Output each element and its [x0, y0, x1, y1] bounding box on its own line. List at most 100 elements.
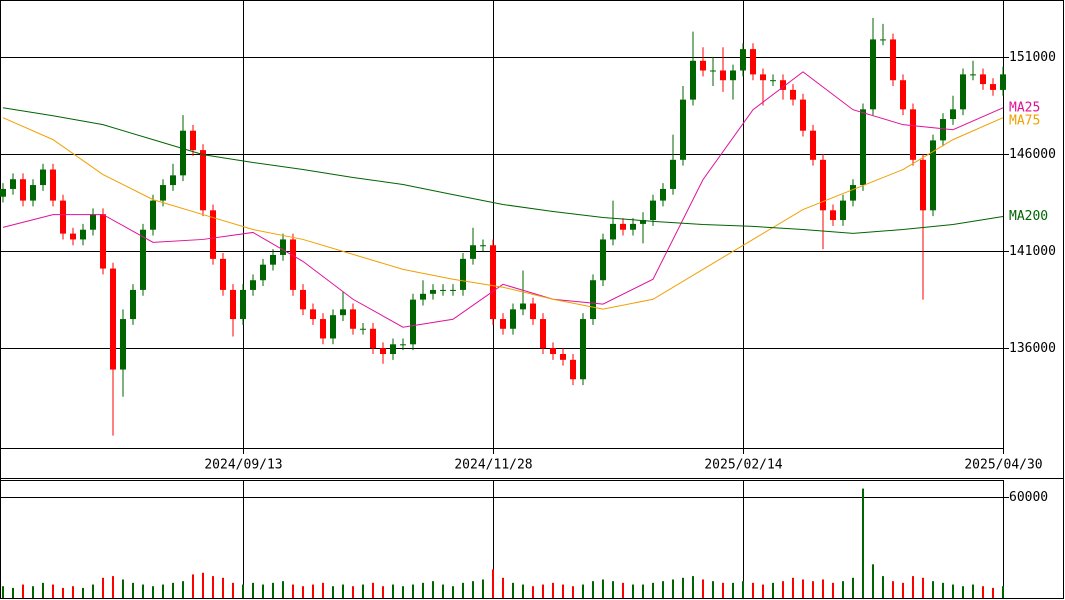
- volume-bar: [842, 581, 844, 598]
- volume-bar: [742, 581, 744, 598]
- candle-body: [220, 258, 226, 290]
- volume-bar: [362, 584, 364, 598]
- volume-bar: [412, 584, 414, 598]
- candle-body: [390, 344, 396, 355]
- candle-body: [470, 245, 476, 259]
- volume-bar: [902, 582, 904, 598]
- volume-bar: [752, 582, 754, 598]
- volume-bar: [812, 581, 814, 598]
- volume-bar: [282, 581, 284, 598]
- volume-bar: [482, 579, 484, 598]
- volume-bar: [342, 584, 344, 598]
- volume-bar: [592, 581, 594, 598]
- volume-bar: [822, 579, 824, 598]
- volume-bar: [492, 569, 494, 598]
- candle-body: [400, 344, 406, 346]
- volume-bar: [792, 577, 794, 598]
- candle-body: [460, 258, 466, 290]
- candle-body: [670, 159, 676, 189]
- candle-body: [510, 309, 516, 329]
- legend-label: MA25: [1009, 100, 1040, 115]
- volume-bar: [722, 582, 724, 598]
- candle-body: [800, 99, 806, 131]
- candle-body: [740, 49, 746, 71]
- volume-bar: [512, 582, 514, 598]
- volume-bar: [22, 584, 24, 598]
- candle-body: [710, 70, 716, 72]
- candle-body: [580, 319, 586, 380]
- candle-body: [690, 60, 696, 100]
- volume-bar: [332, 586, 334, 598]
- volume-bar: [82, 587, 84, 598]
- volume-bar: [922, 577, 924, 598]
- candle-body: [910, 109, 916, 160]
- candle-body: [900, 80, 906, 110]
- candle-body: [930, 140, 936, 211]
- volume-bar: [502, 577, 504, 598]
- candle-body: [450, 289, 456, 291]
- volume-bar: [172, 582, 174, 598]
- volume-bar: [882, 576, 884, 598]
- candle-body: [530, 303, 536, 320]
- x-tick-label: 2024/11/28: [454, 458, 532, 473]
- volume-bar: [862, 488, 864, 598]
- candle-body: [120, 319, 126, 370]
- candle-body: [640, 220, 646, 224]
- volume-bar: [122, 579, 124, 598]
- candle-body: [340, 309, 346, 316]
- candle-body: [890, 39, 896, 81]
- candle-body: [870, 39, 876, 110]
- candle-body: [90, 214, 96, 230]
- candle-body: [60, 200, 66, 234]
- candle-body: [440, 289, 446, 291]
- candle-body: [610, 223, 616, 240]
- candle-body: [960, 74, 966, 110]
- candle-body: [770, 80, 776, 82]
- candle-body: [830, 210, 836, 221]
- candle-body: [270, 254, 276, 265]
- candle-body: [880, 39, 886, 41]
- candle-body: [950, 109, 956, 120]
- volume-bar: [832, 582, 834, 598]
- volume-bar: [532, 586, 534, 598]
- candle-body: [170, 175, 176, 186]
- volume-bar: [462, 582, 464, 598]
- volume-bar: [562, 584, 564, 598]
- volume-bar: [392, 584, 394, 598]
- candle-body: [920, 159, 926, 211]
- volume-bar: [452, 586, 454, 598]
- volume-bar: [222, 577, 224, 598]
- candle-body: [650, 200, 656, 221]
- volume-bar: [682, 577, 684, 598]
- volume-bar: [442, 584, 444, 598]
- moving-average-line: [2, 117, 1004, 310]
- volume-bar: [402, 586, 404, 598]
- volume-bar: [242, 584, 244, 598]
- candle-body: [70, 233, 76, 240]
- volume-bar: [192, 574, 194, 598]
- candle-body: [590, 280, 596, 320]
- volume-bar: [102, 577, 104, 598]
- volume-bar: [782, 581, 784, 598]
- candle-body: [760, 74, 766, 81]
- candle-body: [540, 319, 546, 349]
- candle-body: [520, 303, 526, 310]
- candle-body: [140, 229, 146, 290]
- y-tick-label: 151000: [1009, 50, 1056, 65]
- volume-bar: [672, 579, 674, 598]
- volume-bar: [142, 584, 144, 598]
- volume-bar: [522, 584, 524, 598]
- moving-average-line: [2, 107, 1004, 234]
- candle-body: [820, 159, 826, 211]
- moving-average-line: [2, 71, 1004, 328]
- volume-bar: [432, 581, 434, 598]
- candle-body: [100, 214, 106, 269]
- candle-body: [80, 229, 86, 240]
- volume-bar: [632, 584, 634, 598]
- candle-body: [260, 264, 266, 281]
- candle-body: [0, 188, 6, 197]
- candle-body: [970, 74, 976, 76]
- volume-bar: [802, 579, 804, 598]
- volume-bar: [552, 582, 554, 598]
